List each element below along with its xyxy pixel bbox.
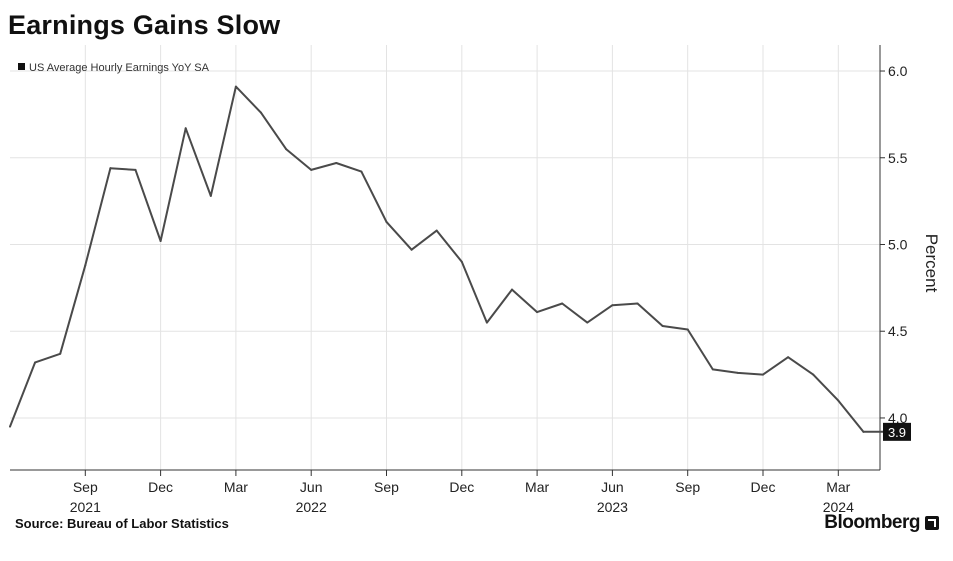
x-tick-label: Mar [826, 479, 850, 495]
data-point [460, 260, 463, 263]
data-point [736, 371, 739, 374]
data-point [661, 325, 664, 328]
data-point [34, 361, 37, 364]
data-point [636, 302, 639, 305]
data-point [536, 311, 539, 314]
series [9, 85, 890, 433]
legend: US Average Hourly Earnings YoY SA [18, 62, 210, 74]
x-tick-label: Dec [449, 479, 474, 495]
legend-swatch [18, 63, 25, 70]
y-tick-label: 5.0 [888, 236, 908, 252]
x-tick-label: Jun [300, 479, 323, 495]
x-tick-label: Mar [525, 479, 549, 495]
source-note: Source: Bureau of Labor Statistics [15, 516, 229, 531]
x-tick-label: Mar [224, 479, 248, 495]
y-axis-label: Percent [922, 234, 941, 293]
data-point [410, 248, 413, 251]
series-line [9, 85, 889, 433]
x-tick-label: Sep [73, 479, 98, 495]
data-point [711, 368, 714, 371]
legend-label: US Average Hourly Earnings YoY SA [29, 62, 210, 74]
x-tick-label: Dec [148, 479, 173, 495]
data-point [485, 321, 488, 324]
data-point [9, 425, 11, 428]
x-tick-label: Sep [374, 479, 399, 495]
data-point [335, 161, 338, 164]
data-point [260, 111, 262, 114]
x-tick-label: Dec [751, 479, 776, 495]
data-point [234, 85, 237, 88]
data-point [561, 302, 564, 305]
axes: 4.0 4.5 5.0 5.5 6.0 Sep 2021 Dec Mar Jun 2022 Sep De… [10, 45, 908, 515]
data-point [159, 240, 162, 243]
data-point [511, 288, 513, 291]
gridlines [10, 45, 880, 470]
chart-title: Earnings Gains Slow [8, 10, 281, 40]
data-point [837, 399, 840, 402]
last-value-label: 3.9 [888, 425, 906, 440]
data-point [285, 148, 288, 151]
data-point [385, 220, 388, 223]
x-tick-label: Sep [675, 479, 700, 495]
terminal-icon [925, 516, 939, 530]
x-year-label: 2022 [296, 499, 327, 515]
data-point [134, 168, 137, 171]
data-point [611, 304, 614, 307]
data-point [59, 352, 62, 355]
last-value-badge [883, 422, 911, 441]
data-point [787, 356, 790, 359]
data-point [862, 430, 865, 433]
y-tick-label: 6.0 [888, 63, 908, 79]
data-point [686, 328, 689, 331]
x-tick-label: Jun [601, 479, 624, 495]
data-point [360, 170, 363, 173]
data-point [109, 167, 112, 170]
data-point [184, 127, 187, 130]
data-point [209, 194, 212, 197]
x-year-label: 2023 [597, 499, 628, 515]
data-point [84, 264, 87, 267]
y-tick-label: 4.5 [888, 323, 908, 339]
x-year-label: 2021 [70, 499, 101, 515]
brand-name: Bloomberg [824, 512, 920, 533]
y-tick-label: 5.5 [888, 150, 908, 166]
data-point [310, 168, 313, 171]
y-tick-label: 4.0 [888, 410, 908, 426]
data-point [812, 373, 815, 376]
bloomberg-logo: Bloomberg [824, 512, 939, 534]
data-point [435, 229, 438, 232]
x-year-label: 2024 [823, 499, 854, 515]
data-point [762, 373, 764, 376]
data-point [586, 321, 589, 324]
